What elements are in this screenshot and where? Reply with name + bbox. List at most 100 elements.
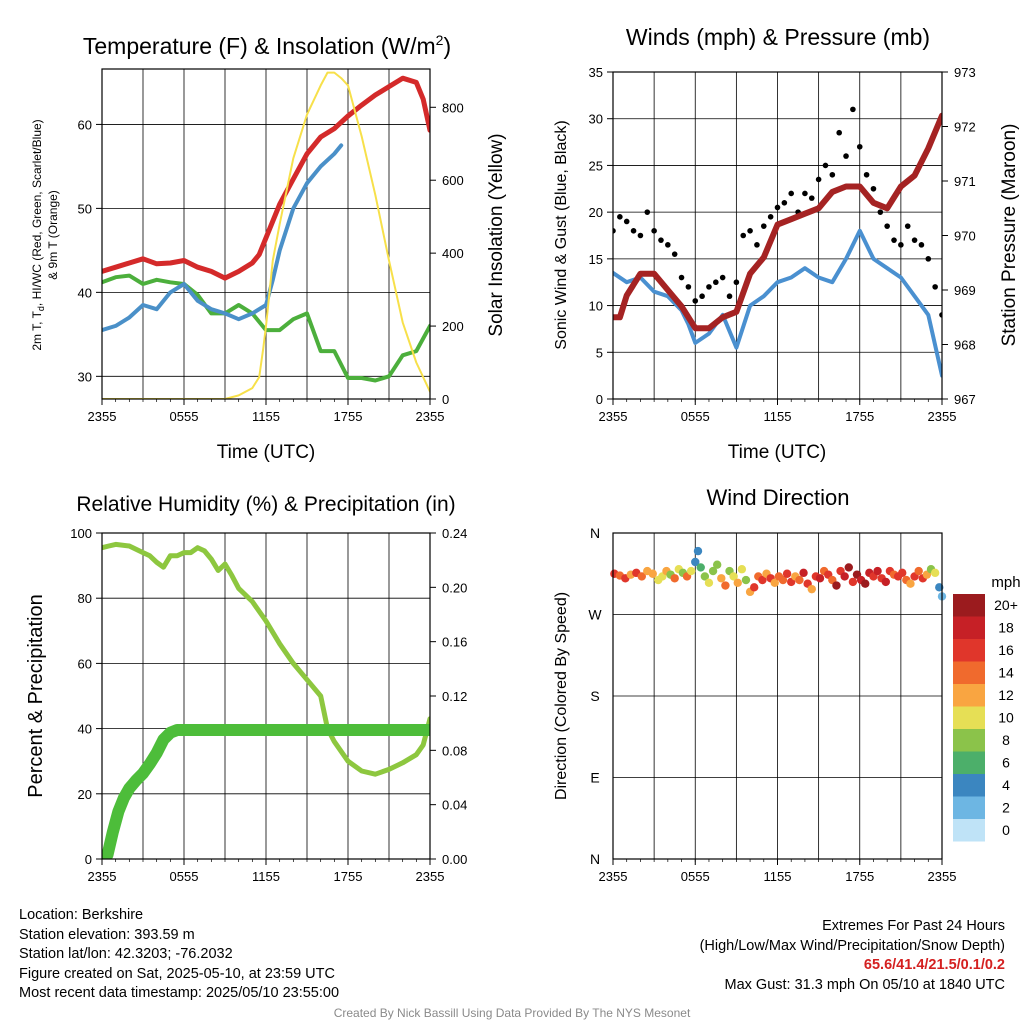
direction-panel-title: Wind Direction [706, 485, 849, 510]
y-left-tick-label: 50 [78, 201, 92, 216]
gust-point [733, 279, 740, 286]
wind-direction-point [670, 574, 679, 583]
y-tick-label: N [590, 851, 600, 867]
figure-created: Figure created on Sat, 2025-05-10, at 23… [19, 965, 335, 982]
wind-direction-point [770, 578, 779, 588]
y-right-tick-label: 971 [954, 174, 976, 189]
pressure-line [613, 112, 942, 332]
gust-point [788, 190, 795, 197]
y-left-tick-label: 0 [85, 852, 92, 867]
x-tick-label: 1755 [845, 869, 874, 884]
wind-direction-point [648, 569, 657, 578]
gust-point [644, 209, 651, 215]
wind-direction-point [749, 583, 759, 592]
wind-direction-point [930, 568, 940, 578]
direction-points [610, 546, 947, 601]
winds-ylabel-right: Station Pressure (Maroon) [999, 124, 1020, 347]
y-right-tick-label: 968 [954, 338, 976, 353]
humidity-ticks: 2355 0555 1155 1755 2355 0 20 40 60 80 100 0.00 0.04… [70, 526, 467, 884]
x-tick-label: 1755 [334, 409, 363, 424]
colorbar-label: 10 [998, 710, 1014, 726]
wind-direction-point [721, 581, 730, 590]
temperature-xlabel: Time (UTC) [217, 442, 316, 463]
wind-direction-point [729, 572, 738, 581]
gust-point [719, 274, 726, 281]
wind-direction-point [848, 577, 858, 587]
y-left-tick-label: 40 [78, 285, 92, 300]
wind-direction-point [799, 568, 808, 578]
y-left-tick-label: 60 [78, 117, 92, 132]
wind-direction-point [712, 560, 722, 569]
gust-point [692, 298, 699, 304]
wind-direction-point [778, 575, 788, 585]
precip-line [102, 724, 430, 859]
y-right-tick-label: 969 [954, 283, 976, 298]
wind-direction-point [815, 574, 825, 583]
wind-direction-point [696, 563, 705, 572]
x-tick-label: 1755 [845, 409, 874, 424]
gust-point [918, 242, 925, 248]
colorbar-label: 2 [1002, 800, 1010, 816]
temperature-ylabel-left-sub: d [36, 306, 46, 311]
colorbar-label: 20+ [994, 597, 1018, 613]
x-tick-label: 1155 [252, 869, 280, 884]
wind-direction-point [873, 566, 882, 576]
x-tick-label: 2355 [599, 409, 628, 424]
colorbar-swatch [953, 819, 985, 842]
gust-point [850, 106, 856, 113]
y-left-tick-label: 5 [596, 345, 603, 360]
wind-direction-point [914, 566, 923, 576]
colorbar-label: 16 [998, 642, 1014, 658]
gust-point [637, 232, 644, 239]
y-right-tick-label: 0.08 [442, 743, 467, 758]
y-left-tick-label: 10 [589, 299, 603, 314]
temperature-gridlines [102, 69, 430, 399]
colorbar-swatch [953, 616, 985, 639]
x-tick-label: 1155 [252, 409, 280, 424]
extremes-legend: (High/Low/Max Wind/Precipitation/Snow De… [699, 937, 1005, 954]
direction-ticks: 2355 0555 1155 1755 2355 N W S E N [588, 525, 956, 884]
gust-point [925, 256, 932, 262]
x-tick-label: 1155 [764, 409, 792, 424]
wind-direction-point [844, 563, 853, 572]
colorbar-label: 12 [998, 687, 1014, 703]
humidity-ylabel-left: Percent & Precipitation [25, 594, 47, 797]
x-tick-label: 0555 [170, 409, 199, 424]
colorbar-swatch [953, 706, 985, 729]
station-location: Location: Berkshire [19, 907, 144, 923]
wind-direction-point [717, 574, 726, 583]
gust-point [767, 214, 774, 220]
gust-point [617, 214, 623, 220]
gust-point [891, 237, 897, 243]
max-gust: Max Gust: 31.3 mph On 05/10 at 1840 UTC [724, 976, 1005, 993]
winds-xlabel: Time (UTC) [728, 442, 827, 463]
series-group [102, 541, 430, 859]
y-right-tick-label: 0.00 [442, 852, 467, 867]
y-left-tick-label: 40 [78, 722, 92, 737]
gust-point [658, 237, 664, 243]
series-group [102, 71, 430, 399]
colorbar-label: 14 [998, 665, 1014, 681]
temperature-ylabel-right: Solar Insolation (Yellow) [486, 133, 507, 336]
station-latlon: Station lat/lon: 42.3203; -76.2032 [19, 946, 233, 962]
temperature-title-end: ) [443, 33, 451, 59]
gust-point [877, 209, 884, 215]
colorbar-swatch [953, 751, 985, 774]
wind-direction-point [782, 569, 792, 578]
x-tick-label: 2355 [928, 869, 957, 884]
winds-panel-title: Winds (mph) & Pressure (mb) [626, 24, 930, 50]
rh-line [102, 541, 430, 777]
gust-point [836, 129, 842, 136]
y-right-tick-label: 967 [954, 392, 976, 407]
y-left-tick-label: 30 [589, 112, 603, 127]
gust-point [808, 195, 815, 201]
y-left-tick-label: 30 [78, 369, 92, 384]
x-tick-label: 2355 [88, 409, 117, 424]
x-tick-label: 1755 [334, 869, 363, 884]
wind-direction-point [840, 572, 849, 581]
direction-gridlines [613, 533, 942, 859]
gust-point [802, 190, 808, 197]
wind-direction-point [906, 579, 915, 588]
gust-point [939, 312, 942, 318]
